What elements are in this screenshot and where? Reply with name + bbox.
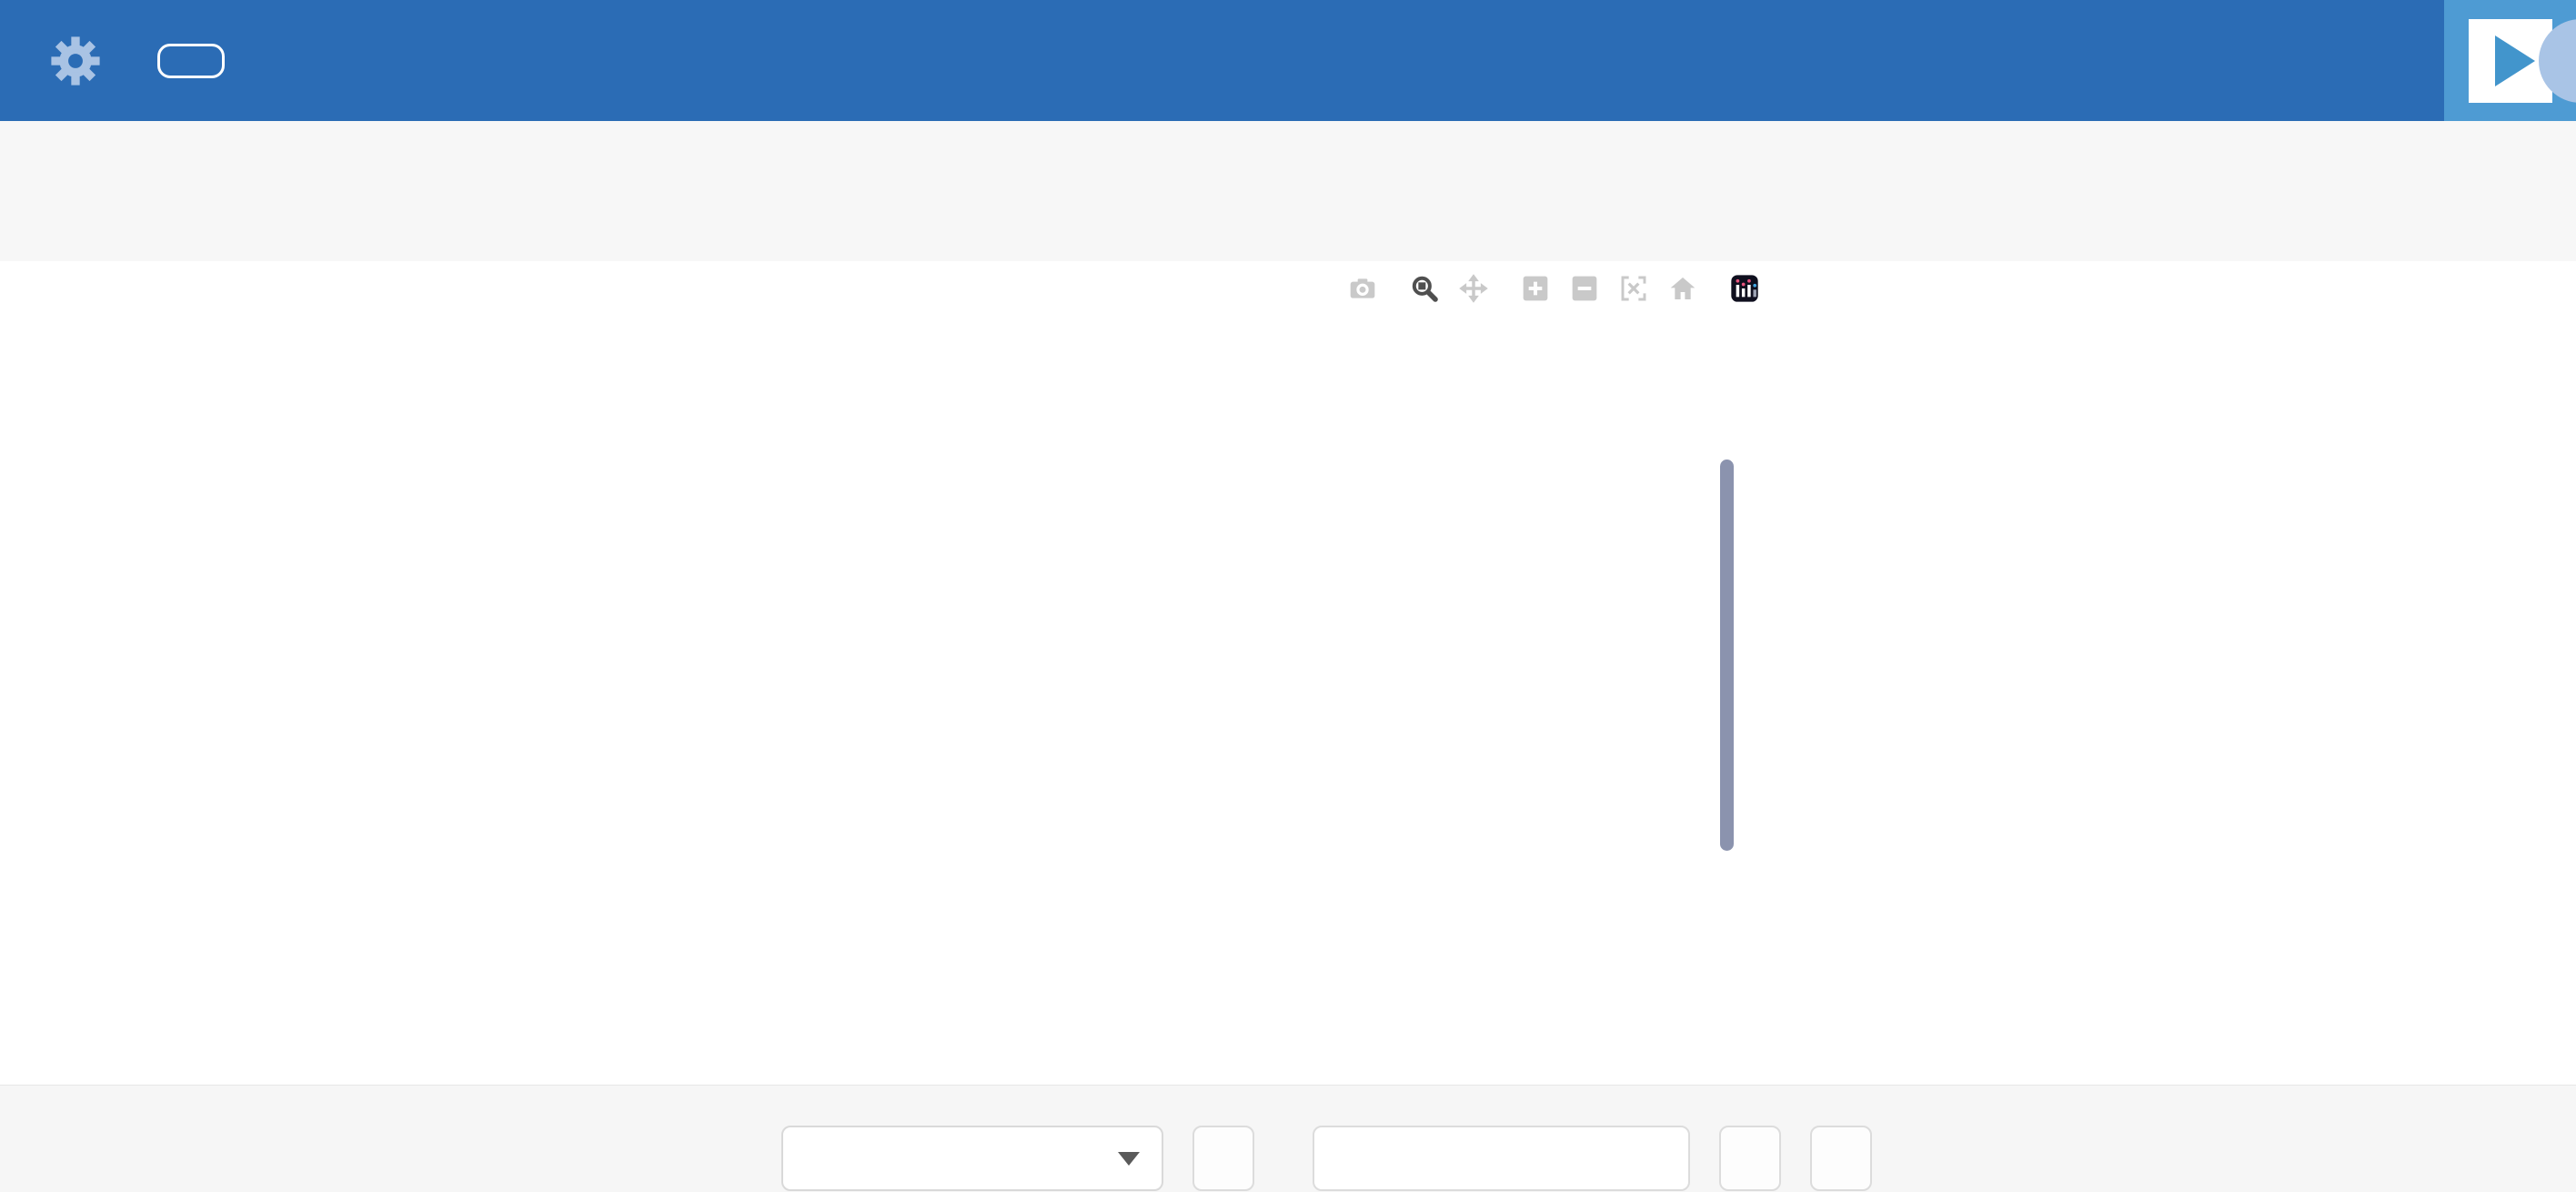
plots-area [0, 261, 2576, 1085]
filter-name-input[interactable] [1313, 1126, 1690, 1191]
zoom-in-icon[interactable] [1521, 274, 1550, 303]
legend-scrollbar[interactable] [1720, 460, 1734, 851]
plots-canvas[interactable] [0, 261, 2576, 1085]
plotly-logo-icon[interactable] [1730, 274, 1759, 303]
top-nav-bar [0, 0, 2576, 121]
zoom-out-icon[interactable] [1570, 274, 1599, 303]
chevron-down-icon [1118, 1151, 1140, 1166]
save-button[interactable] [1719, 1126, 1781, 1191]
autoscale-icon[interactable] [1619, 274, 1648, 303]
export-data-button[interactable] [1810, 1126, 1872, 1191]
gear-icon[interactable] [50, 35, 101, 86]
load-button[interactable] [1192, 1126, 1254, 1191]
plot-filter-bar [0, 1085, 2576, 1192]
load-filter-dropdown[interactable] [781, 1126, 1163, 1191]
zoom-icon[interactable] [1410, 274, 1439, 303]
reset-home-icon[interactable] [1668, 274, 1697, 303]
plot-filter-controls [752, 1126, 1872, 1191]
run-play-button[interactable] [2444, 0, 2576, 121]
play-icon [2468, 18, 2552, 103]
pan-icon[interactable] [1459, 274, 1488, 303]
plotly-modebar [1348, 274, 1759, 303]
plot-selection-bar [0, 121, 2576, 261]
camera-icon[interactable] [1348, 274, 1377, 303]
stop-freerun-button[interactable] [157, 43, 225, 78]
